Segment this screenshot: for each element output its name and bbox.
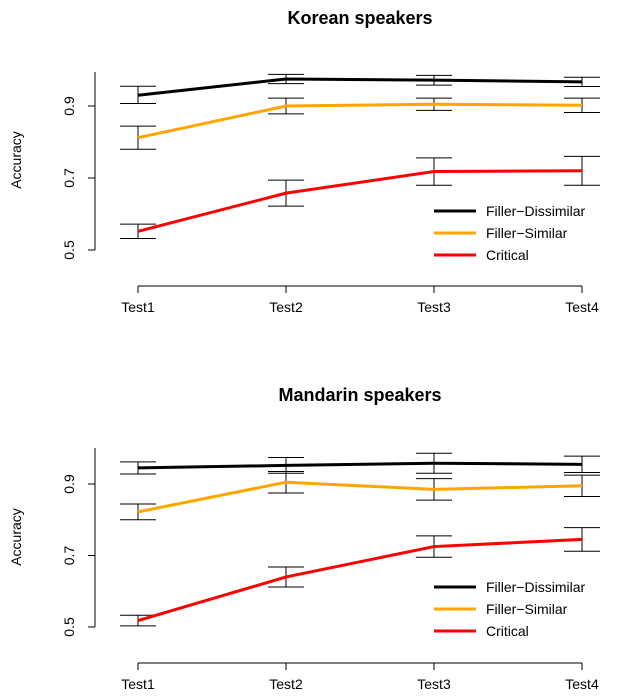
series-line-filler-dissimilar <box>137 461 583 470</box>
legend-label-critical: Critical <box>486 623 529 639</box>
error-bar-critical <box>564 155 600 186</box>
chart-title: Mandarin speakers <box>278 385 441 405</box>
legend-label-filler-similar: Filler−Similar <box>486 601 568 617</box>
y-axis-label: Accuracy <box>8 131 24 189</box>
series-line-filler-similar <box>137 102 583 140</box>
x-tick-label: Test1 <box>121 299 155 315</box>
x-tick-label: Test3 <box>417 676 451 692</box>
x-tick-label: Test2 <box>269 676 303 692</box>
series-layer <box>120 452 600 627</box>
x-tick-label: Test3 <box>417 299 451 315</box>
series-line-critical <box>137 169 583 233</box>
x-tick-label: Test2 <box>269 299 303 315</box>
mandarin-panel: Mandarin speakers Accuracy 0.5 0.7 0.9 Tes… <box>8 385 600 692</box>
series-layer <box>120 73 600 239</box>
y-axis-label: Accuracy <box>8 508 24 566</box>
x-ticks: Test1 Test2 Test3 Test4 <box>121 663 599 692</box>
legend: Filler−Dissimilar Filler−Similar Critica… <box>434 203 586 263</box>
legend-label-filler-dissimilar: Filler−Dissimilar <box>486 203 586 219</box>
y-ticks: 0.5 0.7 0.9 <box>61 96 95 260</box>
legend-label-filler-dissimilar: Filler−Dissimilar <box>486 579 586 595</box>
x-tick-label: Test1 <box>121 676 155 692</box>
y-tick-label: 0.5 <box>61 617 77 637</box>
y-tick-label: 0.7 <box>61 546 77 566</box>
series-line-critical <box>137 537 583 623</box>
chart-title: Korean speakers <box>287 8 432 28</box>
legend-label-critical: Critical <box>486 247 529 263</box>
korean-panel: Korean speakers Accuracy 0.5 0.7 0.9 Test1… <box>8 8 600 315</box>
y-tick-label: 0.9 <box>61 474 77 494</box>
x-tick-label: Test4 <box>565 299 599 315</box>
x-tick-label: Test4 <box>565 676 599 692</box>
error-bar-filler-similar <box>120 503 156 521</box>
y-tick-label: 0.5 <box>61 240 77 260</box>
y-ticks: 0.5 0.7 0.9 <box>61 474 95 637</box>
series-line-filler-dissimilar <box>137 77 583 97</box>
x-ticks: Test1 Test2 Test3 Test4 <box>121 286 599 315</box>
y-tick-label: 0.7 <box>61 168 77 188</box>
series-line-filler-similar <box>137 480 583 514</box>
y-tick-label: 0.9 <box>61 96 77 116</box>
legend: Filler−Dissimilar Filler−Similar Critica… <box>434 579 586 639</box>
legend-label-filler-similar: Filler−Similar <box>486 225 568 241</box>
